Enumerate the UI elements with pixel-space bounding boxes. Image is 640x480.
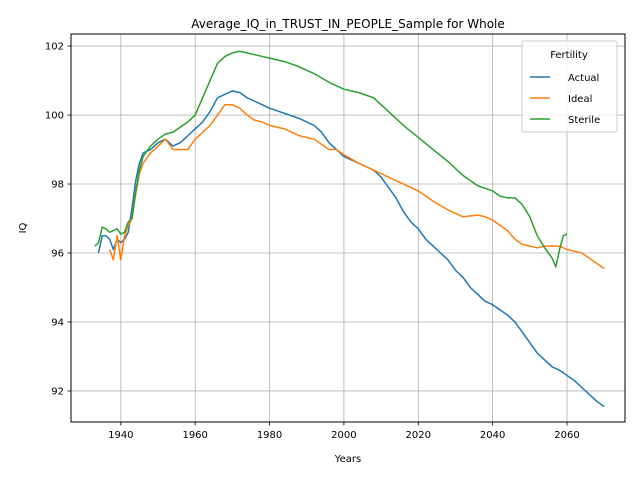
x-tick-label: 1940 bbox=[108, 430, 133, 441]
x-tick-label: 2020 bbox=[406, 430, 431, 441]
x-tick-label: 1960 bbox=[182, 430, 207, 441]
y-tick-label: 98 bbox=[51, 180, 64, 191]
legend-title: Fertility bbox=[550, 50, 588, 61]
y-tick-label: 100 bbox=[45, 111, 64, 122]
legend: Fertility Actual Ideal Sterile bbox=[521, 40, 618, 133]
x-tick-label: 2060 bbox=[554, 430, 579, 441]
x-tick-label: 2000 bbox=[331, 430, 356, 441]
legend-label-actual: Actual bbox=[568, 73, 599, 84]
y-tick-label: 96 bbox=[51, 249, 64, 260]
legend-box bbox=[521, 40, 618, 133]
y-axis-title: IQ bbox=[18, 222, 29, 233]
y-tick-label: 102 bbox=[45, 42, 64, 53]
axis-ticks: 1940 1960 1980 2000 2020 2040 2060 92 94 96 98 100 1… bbox=[45, 42, 580, 441]
legend-label-ideal: Ideal bbox=[568, 94, 592, 105]
x-axis-title: Years bbox=[334, 454, 361, 465]
series-lines bbox=[94, 50, 605, 408]
grid-lines bbox=[71, 34, 625, 422]
legend-label-sterile: Sterile bbox=[568, 115, 600, 126]
x-tick-label: 2040 bbox=[480, 430, 505, 441]
x-tick-label: 1980 bbox=[257, 430, 282, 441]
y-tick-label: 94 bbox=[51, 317, 64, 328]
y-tick-label: 92 bbox=[51, 386, 64, 397]
series-line-sterile bbox=[94, 50, 568, 268]
plot-frame bbox=[70, 33, 626, 423]
chart-title: Average_IQ_in_TRUST_IN_PEOPLE_Sample for… bbox=[191, 17, 505, 31]
series-line-ideal bbox=[108, 103, 605, 270]
series-line-actual bbox=[97, 90, 605, 408]
